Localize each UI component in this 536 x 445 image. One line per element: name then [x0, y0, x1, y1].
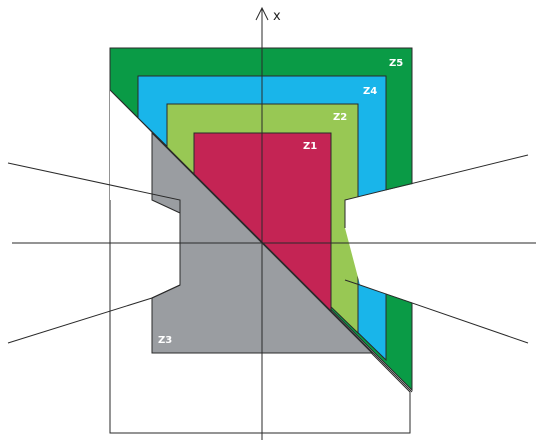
right-notch — [345, 155, 536, 344]
axis-x-label: x — [273, 9, 281, 24]
zone-z4-label: Z4 — [363, 86, 377, 97]
zone-z2-label: Z2 — [333, 112, 347, 123]
axes — [12, 6, 536, 440]
left-cutout — [110, 90, 152, 200]
zone-z1-label: Z1 — [303, 141, 317, 152]
zone-z3-label: Z3 — [158, 335, 172, 346]
diagonal-line — [109, 89, 413, 393]
wedge-lines — [7, 154, 529, 344]
axis-arrow-icon — [255, 6, 269, 21]
zone-z5-label: Z5 — [389, 58, 403, 69]
